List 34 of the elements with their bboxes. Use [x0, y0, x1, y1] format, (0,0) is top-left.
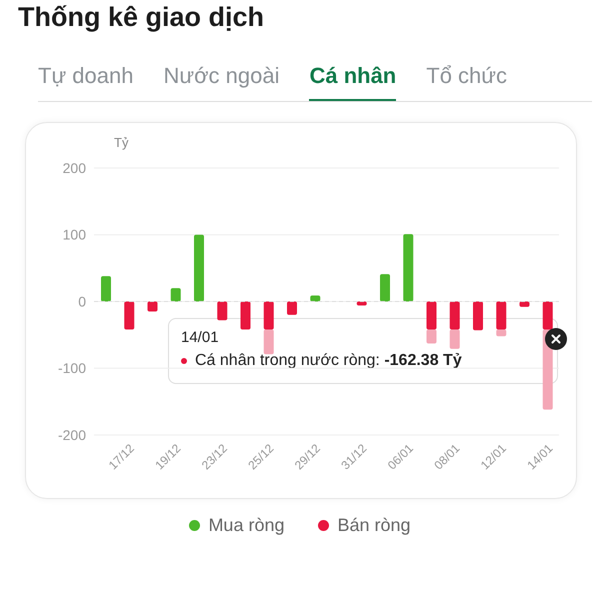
bar [170, 288, 181, 302]
bar [403, 234, 414, 302]
bar [148, 302, 158, 312]
bar [426, 330, 436, 344]
bar [450, 302, 460, 330]
bar [287, 302, 297, 315]
bar [450, 330, 460, 349]
y-tick-label: -200 [58, 426, 86, 443]
bar [124, 302, 134, 330]
annotation: 14/01 [181, 329, 220, 346]
legend-label: Mua ròng [208, 515, 284, 536]
y-tick-label: -100 [58, 360, 86, 376]
bar [194, 234, 204, 302]
text: Nước ngoài [163, 63, 280, 90]
y-tick-label: 100 [62, 226, 86, 243]
text: Cá nhân [309, 63, 396, 101]
bar [496, 302, 506, 330]
chart-title: Thống kê giao dịch [18, 2, 266, 33]
bar [380, 274, 390, 302]
y-tick-label: 0 [78, 293, 86, 310]
legend-label: Bán ròng [337, 515, 411, 536]
y-tick-label: 200 [62, 160, 86, 176]
y-axis-title: Tỷ [114, 135, 128, 150]
bar [264, 330, 274, 354]
bar [101, 276, 111, 302]
text: Tự doanh [38, 63, 134, 90]
bar [473, 302, 483, 330]
bar [426, 302, 436, 330]
annotation: Cá nhân trong nước ròng: -162.38 Tỷ [195, 352, 462, 370]
text: Tổ chức [426, 63, 507, 90]
bar [496, 330, 506, 336]
bar [264, 302, 274, 330]
bar [240, 302, 250, 330]
bar [217, 302, 228, 320]
